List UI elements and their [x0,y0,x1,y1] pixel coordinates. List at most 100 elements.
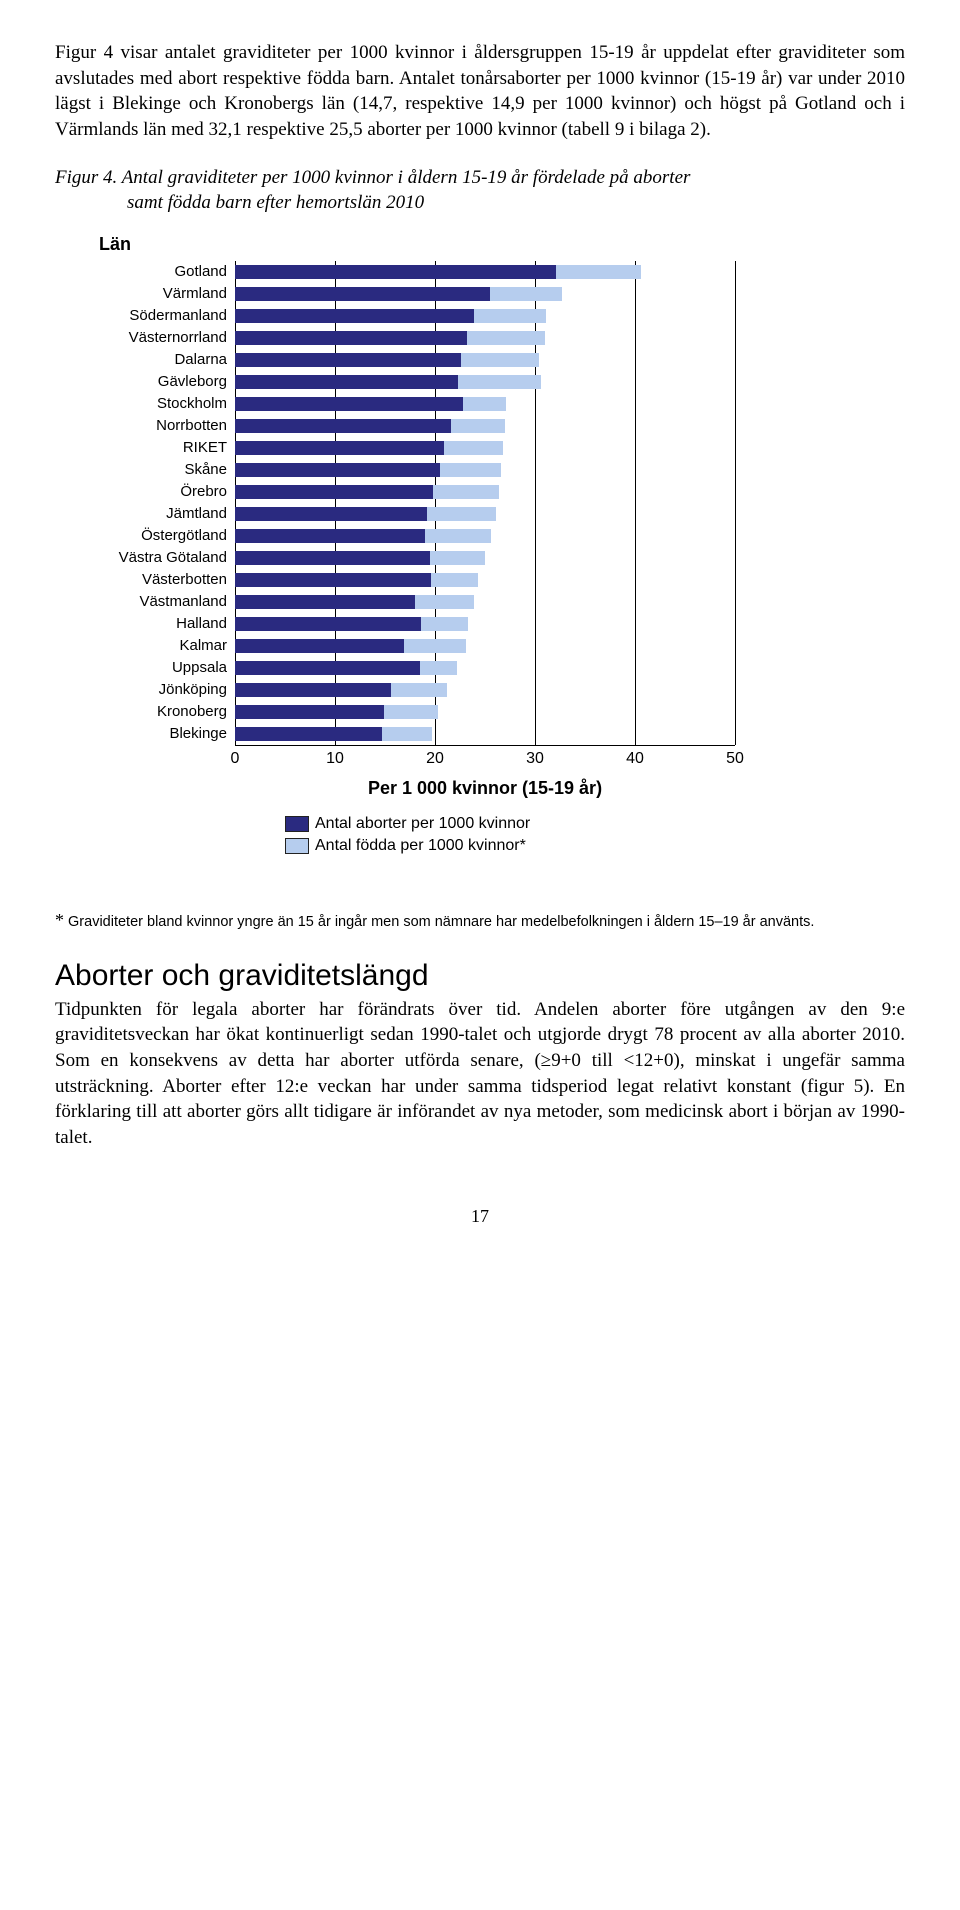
y-label: Dalarna [95,349,235,371]
bar-segment-fodda [556,265,641,279]
bar-segment-fodda [467,331,545,345]
y-label: Gotland [95,261,235,283]
page-number: 17 [55,1206,905,1227]
bar-segment-aborter [235,309,474,323]
bar-segment-fodda [490,287,562,301]
bar-segment-aborter [235,463,440,477]
bar-row [235,463,501,477]
bar-segment-fodda [382,727,432,741]
bar-row [235,551,485,565]
figure-caption: Figur 4. Antal graviditeter per 1000 kvi… [55,165,905,216]
y-label: Södermanland [95,305,235,327]
x-tick: 40 [626,750,644,768]
legend-swatch [285,838,309,854]
bar-segment-fodda [444,441,503,455]
bar-row [235,353,539,367]
bar-row [235,617,468,631]
y-label: Västmanland [95,591,235,613]
bar-segment-fodda [391,683,447,697]
y-axis-labels: GotlandVärmlandSödermanlandVästernorrlan… [95,261,235,745]
legend-label: Antal födda per 1000 kvinnor* [315,835,526,857]
y-label: Västerbotten [95,569,235,591]
bar-row [235,661,457,675]
bar-segment-aborter [235,265,556,279]
bar-segment-fodda [430,551,485,565]
y-label: Halland [95,613,235,635]
bar-row [235,683,447,697]
bar-segment-aborter [235,595,415,609]
x-tick: 20 [426,750,444,768]
y-label: Kalmar [95,635,235,657]
bar-segment-fodda [415,595,474,609]
x-tick: 50 [726,750,744,768]
bar-chart: Län GotlandVärmlandSödermanlandVästernor… [95,234,775,858]
bar-segment-fodda [425,529,491,543]
caption-line1: Antal graviditeter per 1000 kvinnor i ål… [122,167,691,188]
y-label: Norrbotten [95,415,235,437]
y-axis-title: Län [95,234,775,261]
y-label: Stockholm [95,393,235,415]
x-tick: 30 [526,750,544,768]
intro-paragraph: Figur 4 visar antalet graviditeter per 1… [55,40,905,143]
y-label: Skåne [95,459,235,481]
footnote-text: Graviditeter bland kvinnor yngre än 15 å… [68,914,814,930]
legend-label: Antal aborter per 1000 kvinnor [315,813,530,835]
bar-row [235,639,466,653]
legend-item: Antal födda per 1000 kvinnor* [285,835,775,857]
bar-row [235,507,496,521]
y-label: Jämtland [95,503,235,525]
bar-row [235,441,503,455]
bar-segment-fodda [431,573,478,587]
bar-row [235,397,506,411]
y-label: RIKET [95,437,235,459]
bar-segment-fodda [433,485,499,499]
bar-row [235,375,541,389]
legend-item: Antal aborter per 1000 kvinnor [285,813,775,835]
y-label: Uppsala [95,657,235,679]
plot-area [235,261,735,746]
bar-segment-aborter [235,397,463,411]
caption-line2: samt födda barn efter hemortslän 2010 [55,190,905,216]
y-label: Örebro [95,481,235,503]
bar-segment-aborter [235,551,430,565]
y-label: Jönköping [95,679,235,701]
figure-label: Figur 4. [55,167,117,188]
bar-segment-aborter [235,353,461,367]
bar-row [235,287,562,301]
bar-row [235,595,474,609]
bar-segment-fodda [404,639,466,653]
bar-segment-aborter [235,573,431,587]
bar-row [235,419,505,433]
y-label: Värmland [95,283,235,305]
section-paragraph: Tidpunkten för legala aborter har föränd… [55,997,905,1151]
bar-segment-aborter [235,705,384,719]
bar-segment-aborter [235,331,467,345]
y-label: Kronoberg [95,701,235,723]
bar-segment-aborter [235,287,490,301]
bar-segment-fodda [420,661,457,675]
y-label: Gävleborg [95,371,235,393]
bar-segment-fodda [384,705,438,719]
x-tick: 0 [231,750,240,768]
bar-segment-aborter [235,485,433,499]
bar-segment-aborter [235,375,458,389]
bar-segment-aborter [235,419,451,433]
bar-row [235,573,478,587]
bar-segment-fodda [421,617,468,631]
x-axis-title: Per 1 000 kvinnor (15-19 år) [235,778,735,799]
bar-segment-aborter [235,661,420,675]
bar-segment-aborter [235,727,382,741]
bar-row [235,727,432,741]
y-label: Blekinge [95,723,235,745]
bar-row [235,265,641,279]
bar-row [235,485,499,499]
bar-row [235,705,438,719]
chart-legend: Antal aborter per 1000 kvinnorAntal född… [285,813,775,858]
x-tick: 10 [326,750,344,768]
y-label: Östergötland [95,525,235,547]
bar-segment-aborter [235,529,425,543]
bar-segment-aborter [235,617,421,631]
y-label: Västernorrland [95,327,235,349]
bar-segment-aborter [235,507,427,521]
bar-row [235,529,491,543]
